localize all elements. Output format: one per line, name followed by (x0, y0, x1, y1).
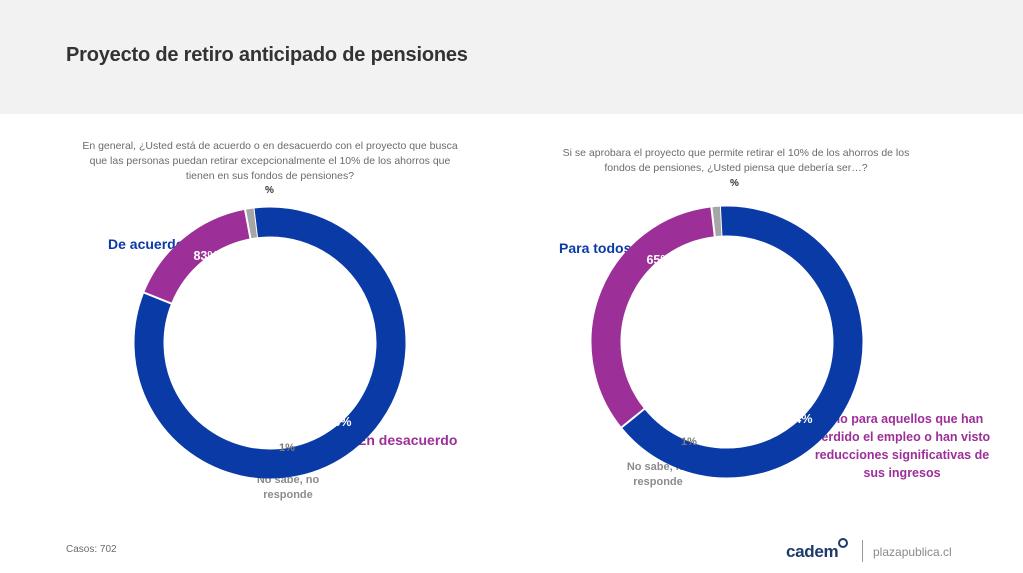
chart1-value-label-1: 16% (326, 415, 351, 429)
sample-size: Casos: 702 (66, 544, 117, 555)
site-link[interactable]: plazapublica.cl (873, 545, 952, 559)
chart2-slice-2 (713, 221, 721, 222)
chart1-value-label-2: 1% (279, 442, 295, 454)
chart2-slice-1 (606, 222, 713, 418)
cadem-logo-mark-icon (838, 538, 848, 548)
chart1-value-label-0: 83% (193, 249, 218, 263)
cadem-logo: cadem (786, 542, 838, 562)
chart2-value-label-0: 65% (646, 253, 671, 267)
footer-divider (862, 540, 863, 562)
chart2-value-label-1: 34% (787, 412, 812, 426)
chart2-value-label-2: 1% (681, 436, 697, 448)
chart1-slice-2 (248, 223, 256, 224)
